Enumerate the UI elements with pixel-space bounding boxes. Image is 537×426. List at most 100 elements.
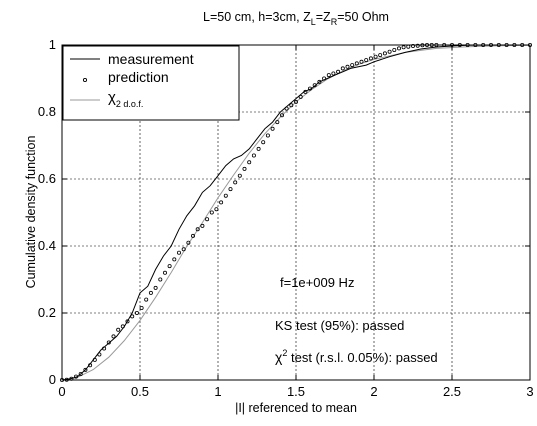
prediction-point — [289, 103, 294, 108]
prediction-point — [176, 250, 181, 255]
prediction-point — [364, 58, 369, 63]
prediction-point — [214, 207, 219, 212]
prediction-point — [144, 297, 149, 302]
prediction-point — [120, 324, 125, 329]
prediction-point — [275, 120, 280, 125]
prediction-point — [410, 44, 415, 49]
prediction-point — [148, 290, 153, 295]
prediction-point — [88, 363, 93, 368]
prediction-point — [373, 54, 378, 59]
prediction-point — [233, 180, 238, 185]
prediction-point — [158, 277, 163, 282]
prediction-point — [106, 340, 111, 345]
x-tick-label: 1 — [214, 384, 221, 399]
x-tick-label: 0.5 — [131, 384, 149, 399]
y-tick-label: 0.8 — [38, 104, 56, 119]
prediction-point — [345, 64, 350, 69]
prediction-point — [401, 45, 406, 50]
chi2-test-rest: test (r.s.l. 0.05%): passed — [287, 350, 437, 365]
prediction-point — [102, 346, 107, 351]
prediction-point — [251, 153, 256, 158]
legend: measurement prediction χ2 d.o.f. — [62, 45, 240, 121]
prediction-point — [167, 264, 172, 269]
legend-prediction-label: prediction — [108, 69, 169, 85]
prediction-point — [228, 187, 233, 192]
prediction-point — [92, 357, 97, 362]
y-tick-label: 0.2 — [38, 305, 56, 320]
y-tick-label: 0.4 — [38, 238, 56, 253]
y-tick-labels: 0 0.2 0.4 0.6 0.8 1 — [38, 37, 56, 387]
x-tick-label: 2 — [370, 384, 377, 399]
prediction-point — [279, 113, 284, 118]
prediction-point — [223, 193, 228, 198]
x-tick-label: 1.5 — [287, 384, 305, 399]
legend-prediction-marker — [82, 77, 88, 83]
title-end: =50 Ohm — [337, 10, 389, 24]
prediction-point — [74, 374, 79, 379]
prediction-point — [368, 56, 373, 61]
prediction-point — [303, 89, 308, 94]
y-tick-label: 0 — [49, 372, 56, 387]
prediction-point — [312, 83, 317, 88]
prediction-point — [307, 86, 312, 91]
prediction-point — [261, 140, 266, 145]
prediction-point — [130, 314, 135, 319]
prediction-point — [116, 327, 121, 332]
title-main: L=50 cm, h=3cm, Z — [203, 10, 311, 24]
x-axis-label: |I| referenced to mean — [235, 401, 357, 415]
prediction-point — [265, 133, 270, 138]
grid-lines — [62, 45, 530, 380]
legend-box — [62, 45, 240, 121]
prediction-point — [186, 240, 191, 245]
x-tick-label: 0 — [58, 384, 65, 399]
prediction-point — [293, 99, 298, 104]
prediction-point — [350, 63, 355, 68]
x-tick-label: 3 — [526, 384, 533, 399]
prediction-point — [200, 223, 205, 228]
y-axis-label: Cumulative density function — [24, 136, 38, 289]
prediction-point — [83, 367, 88, 372]
prediction-point — [97, 352, 102, 357]
y-tick-label: 0.6 — [38, 171, 56, 186]
prediction-point — [270, 126, 275, 131]
prediction-point — [298, 94, 303, 99]
x-tick-labels: 0 0.5 1 1.5 2 2.5 3 — [58, 384, 533, 399]
prediction-point — [162, 270, 167, 275]
prediction-point — [382, 51, 387, 56]
prediction-point — [205, 217, 210, 222]
prediction-point — [134, 310, 139, 315]
prediction-point — [153, 285, 158, 290]
frequency-annotation: f=1e+009 Hz — [280, 275, 354, 290]
prediction-point — [256, 146, 261, 151]
prediction-point — [219, 200, 224, 205]
prediction-point — [209, 210, 214, 215]
prediction-point — [378, 53, 383, 58]
prediction-point — [247, 160, 252, 165]
chi2-test-sup: 2 — [282, 348, 287, 358]
prediction-point — [326, 73, 331, 78]
prediction-point — [284, 106, 289, 111]
ks-test-annotation: KS test (95%): passed — [275, 318, 404, 333]
prediction-point — [354, 61, 359, 66]
prediction-point — [172, 257, 177, 262]
title-sub-r: R — [331, 17, 338, 27]
prediction-point — [242, 166, 247, 171]
legend-chi2-label: χ2 d.o.f. — [108, 89, 143, 109]
prediction-point — [322, 76, 327, 81]
legend-measurement-label: measurement — [108, 51, 194, 67]
prediction-point — [237, 173, 242, 178]
title-mid: =Z — [316, 10, 331, 24]
prediction-point — [396, 46, 401, 51]
prediction-point — [336, 69, 341, 74]
legend-chi-sub: 2 d.o.f. — [116, 99, 144, 109]
prediction-point — [181, 247, 186, 252]
title-sub-l: L — [311, 17, 316, 27]
prediction-point — [317, 79, 322, 84]
prediction-point — [190, 233, 195, 238]
chi2-test-annotation: χ2 test (r.s.l. 0.05%): passed — [275, 348, 438, 365]
prediction-point — [125, 319, 130, 324]
prediction-point — [392, 48, 397, 53]
prediction-point — [78, 371, 83, 376]
chi2-test-symbol: χ — [275, 349, 283, 365]
